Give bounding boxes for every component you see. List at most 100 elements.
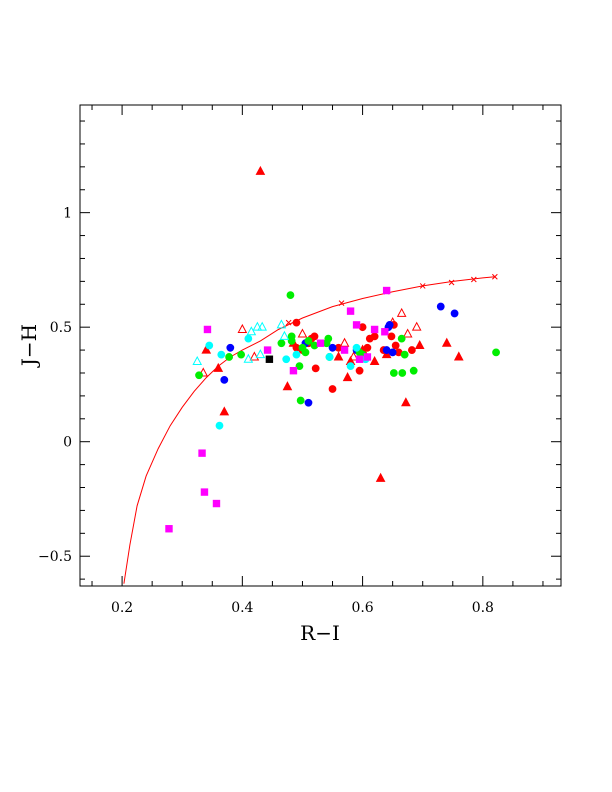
data-point [370, 325, 379, 334]
data-points [165, 165, 500, 533]
data-point [219, 406, 230, 416]
data-point [246, 326, 257, 336]
x-tick-label: 0.8 [472, 600, 494, 616]
y-tick-label: −0.5 [38, 549, 72, 565]
data-point [375, 472, 386, 482]
model-curve [123, 273, 498, 584]
x-tick-label: 0.2 [111, 600, 133, 616]
data-point [355, 355, 364, 363]
data-point [297, 328, 308, 338]
data-point [402, 328, 413, 338]
data-point [257, 321, 268, 331]
data-point [492, 348, 500, 357]
data-point [397, 334, 406, 343]
data-point [265, 355, 274, 363]
data-point [201, 344, 212, 354]
data-point [400, 350, 409, 359]
data-point [277, 339, 286, 348]
data-point [195, 371, 203, 380]
data-point [289, 366, 298, 375]
data-point [304, 398, 313, 407]
data-point [401, 397, 411, 407]
data-point [355, 366, 364, 375]
data-point [388, 348, 397, 357]
data-point [333, 351, 344, 361]
curve-marker [470, 276, 477, 283]
data-point [263, 346, 272, 354]
data-point [325, 353, 334, 361]
data-point [255, 349, 266, 359]
data-point [453, 351, 464, 361]
data-point [382, 286, 391, 295]
axis-tick-labels: 0.2 0.4 0.6 0.8 −0.5 0 0.5 1 [38, 206, 494, 616]
data-point [292, 318, 301, 327]
data-point [213, 362, 224, 372]
data-point [398, 369, 407, 377]
data-point [396, 307, 407, 317]
curve-marker [285, 319, 292, 326]
data-point [282, 381, 293, 391]
data-point [276, 319, 287, 329]
curve-marker [448, 279, 455, 286]
data-point [414, 339, 425, 349]
curve-marker [419, 283, 426, 289]
data-point [301, 348, 310, 357]
data-point [215, 421, 224, 430]
data-point [316, 339, 325, 347]
data-point [352, 321, 361, 329]
data-point [328, 343, 337, 352]
data-point [441, 337, 452, 347]
x-tick-label: 0.6 [351, 600, 373, 616]
y-tick-label: 1 [63, 206, 72, 222]
data-point [205, 341, 214, 350]
y-tick-label: 0.5 [50, 320, 72, 336]
data-point [352, 343, 361, 352]
data-point [255, 165, 266, 175]
data-point [226, 343, 235, 352]
curve-marker [492, 273, 498, 280]
data-point [346, 362, 355, 371]
data-point [237, 350, 246, 359]
data-point [198, 449, 206, 457]
data-point [237, 323, 248, 333]
data-point [369, 355, 380, 366]
data-point [249, 351, 260, 361]
data-point [282, 355, 291, 364]
data-point [304, 337, 313, 345]
data-point [385, 320, 394, 329]
y-tick-label: 0 [63, 435, 72, 451]
data-point [328, 385, 337, 393]
x-tick-label: 0.4 [231, 600, 253, 616]
plot-frame [79, 104, 562, 587]
data-point [411, 321, 422, 331]
data-point [391, 341, 400, 350]
data-point [348, 351, 359, 361]
data-point [252, 321, 263, 331]
data-point [295, 362, 304, 371]
data-point [200, 488, 209, 496]
data-point [409, 366, 418, 375]
data-point [287, 337, 296, 345]
data-point [192, 355, 203, 366]
data-point [363, 343, 372, 352]
x-axis-label: R−I [300, 621, 340, 645]
data-point [165, 525, 173, 533]
data-point [286, 291, 295, 300]
data-point [381, 328, 389, 336]
y-axis-label: J−H [17, 324, 41, 368]
data-point [387, 332, 396, 341]
data-point [217, 350, 226, 359]
data-point [296, 396, 305, 405]
data-point [363, 353, 372, 361]
curve-marker [338, 300, 345, 306]
data-point [389, 369, 398, 377]
curve-line [123, 276, 495, 584]
data-point [220, 375, 229, 384]
data-point [243, 353, 254, 363]
data-point [436, 302, 445, 311]
data-point [339, 337, 350, 347]
data-point [450, 309, 459, 318]
data-point [311, 364, 320, 373]
data-point [342, 372, 353, 382]
